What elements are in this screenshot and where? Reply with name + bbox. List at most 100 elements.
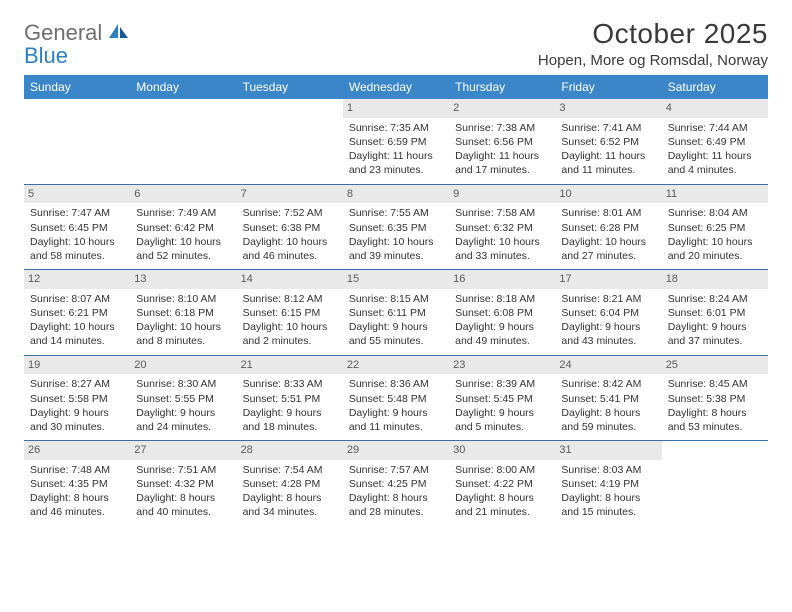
sunrise-text: Sunrise: 8:24 AM [668, 292, 762, 306]
day-number: 10 [555, 185, 661, 204]
day-number: 30 [449, 441, 555, 460]
day-number: 24 [555, 356, 661, 375]
day-number: 20 [130, 356, 236, 375]
sunrise-text: Sunrise: 7:49 AM [136, 206, 230, 220]
calendar-week-row: 26Sunrise: 7:48 AMSunset: 4:35 PMDayligh… [24, 441, 768, 526]
daylight-text: and 11 minutes. [561, 163, 655, 177]
calendar-day-cell: 14Sunrise: 8:12 AMSunset: 6:15 PMDayligh… [237, 270, 343, 355]
sunrise-text: Sunrise: 7:52 AM [243, 206, 337, 220]
daylight-text: and 40 minutes. [136, 505, 230, 519]
daylight-text: Daylight: 10 hours [30, 320, 124, 334]
day-number: 31 [555, 441, 661, 460]
daylight-text: and 14 minutes. [30, 334, 124, 348]
daylight-text: Daylight: 11 hours [561, 149, 655, 163]
calendar-day-cell: 17Sunrise: 8:21 AMSunset: 6:04 PMDayligh… [555, 270, 661, 355]
calendar-day-cell: 10Sunrise: 8:01 AMSunset: 6:28 PMDayligh… [555, 185, 661, 270]
daylight-text: and 2 minutes. [243, 334, 337, 348]
calendar-day-cell: 15Sunrise: 8:15 AMSunset: 6:11 PMDayligh… [343, 270, 449, 355]
sunrise-text: Sunrise: 8:07 AM [30, 292, 124, 306]
daylight-text: and 18 minutes. [243, 420, 337, 434]
calendar-day-cell: 31Sunrise: 8:03 AMSunset: 4:19 PMDayligh… [555, 441, 661, 526]
sunset-text: Sunset: 5:48 PM [349, 392, 443, 406]
day-number: 7 [237, 185, 343, 204]
sunset-text: Sunset: 6:25 PM [668, 221, 762, 235]
sunrise-text: Sunrise: 8:39 AM [455, 377, 549, 391]
calendar-day-cell: 11Sunrise: 8:04 AMSunset: 6:25 PMDayligh… [662, 185, 768, 270]
sunset-text: Sunset: 4:35 PM [30, 477, 124, 491]
daylight-text: and 20 minutes. [668, 249, 762, 263]
daylight-text: Daylight: 9 hours [136, 406, 230, 420]
sunrise-text: Sunrise: 8:33 AM [243, 377, 337, 391]
sunrise-text: Sunrise: 8:30 AM [136, 377, 230, 391]
weekday-label: Friday [555, 75, 661, 99]
daylight-text: Daylight: 10 hours [30, 235, 124, 249]
calendar-day-cell: 9Sunrise: 7:58 AMSunset: 6:32 PMDaylight… [449, 185, 555, 270]
sunset-text: Sunset: 5:41 PM [561, 392, 655, 406]
calendar-day-cell: 20Sunrise: 8:30 AMSunset: 5:55 PMDayligh… [130, 356, 236, 441]
calendar-day-cell: 18Sunrise: 8:24 AMSunset: 6:01 PMDayligh… [662, 270, 768, 355]
daylight-text: Daylight: 8 hours [455, 491, 549, 505]
daylight-text: Daylight: 10 hours [349, 235, 443, 249]
sunset-text: Sunset: 6:01 PM [668, 306, 762, 320]
daylight-text: Daylight: 9 hours [561, 320, 655, 334]
daylight-text: and 46 minutes. [30, 505, 124, 519]
calendar-day-cell: 4Sunrise: 7:44 AMSunset: 6:49 PMDaylight… [662, 99, 768, 184]
daylight-text: and 52 minutes. [136, 249, 230, 263]
daylight-text: Daylight: 8 hours [561, 406, 655, 420]
day-number: 23 [449, 356, 555, 375]
daylight-text: and 8 minutes. [136, 334, 230, 348]
calendar-day-cell [662, 441, 768, 526]
calendar-day-cell: 30Sunrise: 8:00 AMSunset: 4:22 PMDayligh… [449, 441, 555, 526]
brand-word-1: General [24, 20, 102, 45]
calendar-day-cell: 2Sunrise: 7:38 AMSunset: 6:56 PMDaylight… [449, 99, 555, 184]
sunrise-text: Sunrise: 7:51 AM [136, 463, 230, 477]
daylight-text: and 37 minutes. [668, 334, 762, 348]
calendar-day-cell: 21Sunrise: 8:33 AMSunset: 5:51 PMDayligh… [237, 356, 343, 441]
sunrise-text: Sunrise: 7:44 AM [668, 121, 762, 135]
title-block: October 2025 Hopen, More og Romsdal, Nor… [538, 18, 768, 69]
sail-icon [109, 24, 129, 45]
brand-word-2: Blue [24, 43, 68, 68]
brand-logo: General Blue [24, 18, 129, 68]
daylight-text: and 4 minutes. [668, 163, 762, 177]
calendar-grid: Sunday Monday Tuesday Wednesday Thursday… [24, 75, 768, 526]
sunrise-text: Sunrise: 8:27 AM [30, 377, 124, 391]
sunset-text: Sunset: 6:32 PM [455, 221, 549, 235]
daylight-text: Daylight: 9 hours [243, 406, 337, 420]
daylight-text: Daylight: 10 hours [243, 320, 337, 334]
sunset-text: Sunset: 4:32 PM [136, 477, 230, 491]
sunrise-text: Sunrise: 8:10 AM [136, 292, 230, 306]
daylight-text: and 27 minutes. [561, 249, 655, 263]
sunrise-text: Sunrise: 7:55 AM [349, 206, 443, 220]
daylight-text: and 55 minutes. [349, 334, 443, 348]
sunrise-text: Sunrise: 8:15 AM [349, 292, 443, 306]
sunrise-text: Sunrise: 8:21 AM [561, 292, 655, 306]
sunrise-text: Sunrise: 8:45 AM [668, 377, 762, 391]
day-number: 4 [662, 99, 768, 118]
daylight-text: Daylight: 11 hours [668, 149, 762, 163]
day-number: 21 [237, 356, 343, 375]
calendar-day-cell: 7Sunrise: 7:52 AMSunset: 6:38 PMDaylight… [237, 185, 343, 270]
daylight-text: Daylight: 10 hours [136, 235, 230, 249]
day-number: 14 [237, 270, 343, 289]
sunset-text: Sunset: 5:45 PM [455, 392, 549, 406]
daylight-text: Daylight: 10 hours [136, 320, 230, 334]
day-number: 15 [343, 270, 449, 289]
daylight-text: Daylight: 11 hours [349, 149, 443, 163]
calendar-day-cell: 29Sunrise: 7:57 AMSunset: 4:25 PMDayligh… [343, 441, 449, 526]
weekday-label: Monday [130, 75, 236, 99]
daylight-text: Daylight: 11 hours [455, 149, 549, 163]
month-title: October 2025 [538, 18, 768, 50]
daylight-text: and 24 minutes. [136, 420, 230, 434]
calendar-day-cell: 25Sunrise: 8:45 AMSunset: 5:38 PMDayligh… [662, 356, 768, 441]
calendar-day-cell: 8Sunrise: 7:55 AMSunset: 6:35 PMDaylight… [343, 185, 449, 270]
sunrise-text: Sunrise: 7:48 AM [30, 463, 124, 477]
daylight-text: Daylight: 8 hours [30, 491, 124, 505]
day-number: 8 [343, 185, 449, 204]
sunset-text: Sunset: 6:59 PM [349, 135, 443, 149]
daylight-text: Daylight: 8 hours [668, 406, 762, 420]
calendar-day-cell: 16Sunrise: 8:18 AMSunset: 6:08 PMDayligh… [449, 270, 555, 355]
calendar-week-row: 5Sunrise: 7:47 AMSunset: 6:45 PMDaylight… [24, 185, 768, 271]
sunset-text: Sunset: 6:38 PM [243, 221, 337, 235]
sunset-text: Sunset: 4:22 PM [455, 477, 549, 491]
